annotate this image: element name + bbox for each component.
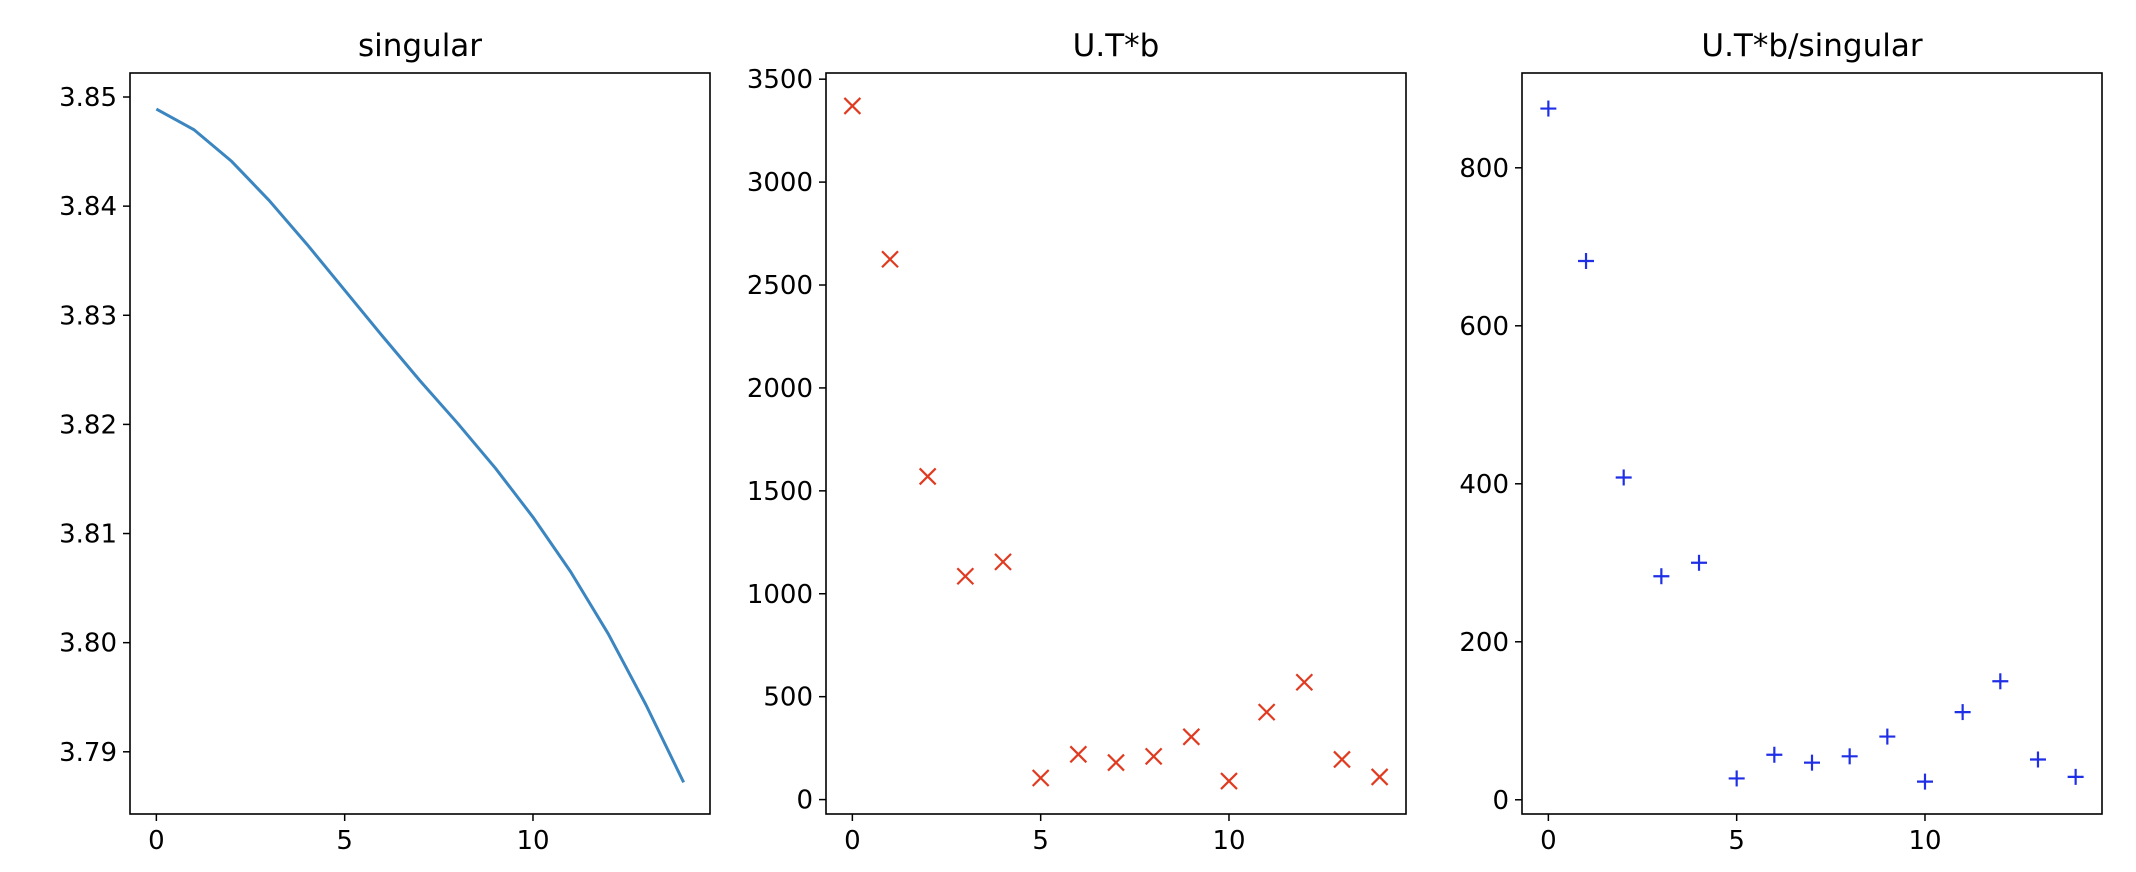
data-point bbox=[881, 250, 899, 269]
y-tick-label: 200 bbox=[1459, 628, 1509, 658]
x-tick-label: 5 bbox=[1728, 826, 1745, 856]
x-tick-label: 0 bbox=[148, 826, 165, 856]
data-point bbox=[1257, 703, 1276, 721]
data-point bbox=[1144, 747, 1163, 766]
x-tick-label: 10 bbox=[516, 826, 549, 856]
y-tick-label: 3.82 bbox=[59, 410, 117, 440]
data-point bbox=[1295, 673, 1314, 692]
x-tick-label: 0 bbox=[1540, 826, 1557, 856]
chart-title: U.T*b bbox=[1073, 28, 1160, 64]
data-point bbox=[918, 467, 937, 486]
x-marker-stroke bbox=[956, 567, 975, 586]
y-tick-label: 2000 bbox=[747, 374, 813, 404]
x-marker-stroke bbox=[1069, 745, 1088, 764]
x-marker-stroke bbox=[1031, 769, 1050, 787]
x-tick-label: 5 bbox=[336, 826, 353, 856]
x-marker-stroke bbox=[918, 467, 937, 486]
data-point bbox=[1069, 745, 1088, 764]
y-tick-label: 3.84 bbox=[59, 192, 117, 222]
data-point bbox=[1333, 750, 1351, 769]
y-tick-label: 0 bbox=[796, 786, 813, 816]
y-tick-label: 3000 bbox=[747, 168, 813, 198]
data-point bbox=[1992, 673, 2009, 690]
data-point bbox=[1031, 769, 1050, 787]
data-point bbox=[1653, 568, 1670, 585]
axes-frame bbox=[129, 72, 711, 815]
x-marker-stroke bbox=[881, 250, 899, 269]
data-point bbox=[2029, 751, 2046, 768]
data-point bbox=[1615, 469, 1632, 486]
data-point bbox=[1220, 772, 1238, 790]
data-point bbox=[1578, 253, 1595, 270]
x-marker-stroke bbox=[843, 97, 862, 115]
x-tick-label: 10 bbox=[1908, 826, 1941, 856]
x-marker-stroke bbox=[1144, 747, 1163, 766]
series-line bbox=[155, 107, 685, 784]
axes-frame bbox=[1521, 72, 2103, 815]
x-marker-stroke bbox=[1182, 728, 1201, 746]
data-point bbox=[1182, 728, 1201, 746]
x-marker-stroke bbox=[1220, 772, 1238, 790]
y-tick-label: 500 bbox=[763, 683, 813, 713]
y-tick-label: 3.80 bbox=[59, 629, 117, 659]
data-point bbox=[1728, 770, 1745, 787]
x-marker-stroke bbox=[1333, 750, 1351, 769]
data-point bbox=[1804, 754, 1820, 771]
x-marker-stroke bbox=[1295, 673, 1314, 692]
y-tick-label: 3.85 bbox=[59, 83, 117, 113]
x-marker-stroke bbox=[1107, 753, 1125, 772]
x-tick-label: 0 bbox=[844, 826, 861, 856]
x-tick-label: 10 bbox=[1212, 826, 1245, 856]
y-tick-label: 3500 bbox=[747, 65, 813, 95]
data-point bbox=[1691, 554, 1708, 571]
data-point bbox=[1879, 728, 1896, 745]
x-marker-stroke bbox=[994, 553, 1012, 571]
data-point bbox=[1954, 704, 1971, 721]
y-tick-label: 1000 bbox=[747, 580, 813, 610]
y-tick-label: 800 bbox=[1459, 154, 1509, 184]
x-marker-stroke bbox=[1257, 703, 1276, 721]
data-point bbox=[1107, 753, 1125, 772]
data-point bbox=[956, 567, 975, 586]
axes-frame bbox=[825, 72, 1407, 815]
y-tick-label: 600 bbox=[1459, 312, 1509, 342]
x-tick-label: 5 bbox=[1032, 826, 1049, 856]
data-point bbox=[1916, 773, 1933, 790]
data-point bbox=[1841, 748, 1858, 765]
chart-panel-3: U.T*b/singular 0 5 10 0 200 400 600 800 bbox=[1459, 28, 2103, 856]
chart-title: singular bbox=[358, 28, 482, 64]
data-point bbox=[1540, 100, 1557, 117]
data-point bbox=[1370, 768, 1389, 786]
y-tick-label: 3.81 bbox=[59, 520, 117, 550]
chart-title: U.T*b/singular bbox=[1701, 28, 1922, 64]
y-tick-label: 2500 bbox=[747, 271, 813, 301]
y-tick-label: 3.83 bbox=[59, 301, 117, 331]
data-point bbox=[843, 97, 862, 115]
chart-panel-1: singular 0 5 10 3.79 3.80 3.81 3.82 3.83 3.84 3.85 bbox=[59, 28, 711, 856]
y-tick-label: 400 bbox=[1459, 470, 1509, 500]
y-tick-label: 3.79 bbox=[59, 738, 117, 768]
y-tick-label: 0 bbox=[1492, 786, 1509, 816]
chart-panel-2: U.T*b 0 5 10 0 500 1000 1500 2000 2500 3000 3500 bbox=[747, 28, 1407, 856]
x-marker-stroke bbox=[1370, 768, 1389, 786]
data-point bbox=[2067, 768, 2084, 785]
data-point bbox=[994, 553, 1012, 571]
data-point bbox=[1766, 746, 1783, 763]
y-tick-label: 1500 bbox=[747, 477, 813, 507]
